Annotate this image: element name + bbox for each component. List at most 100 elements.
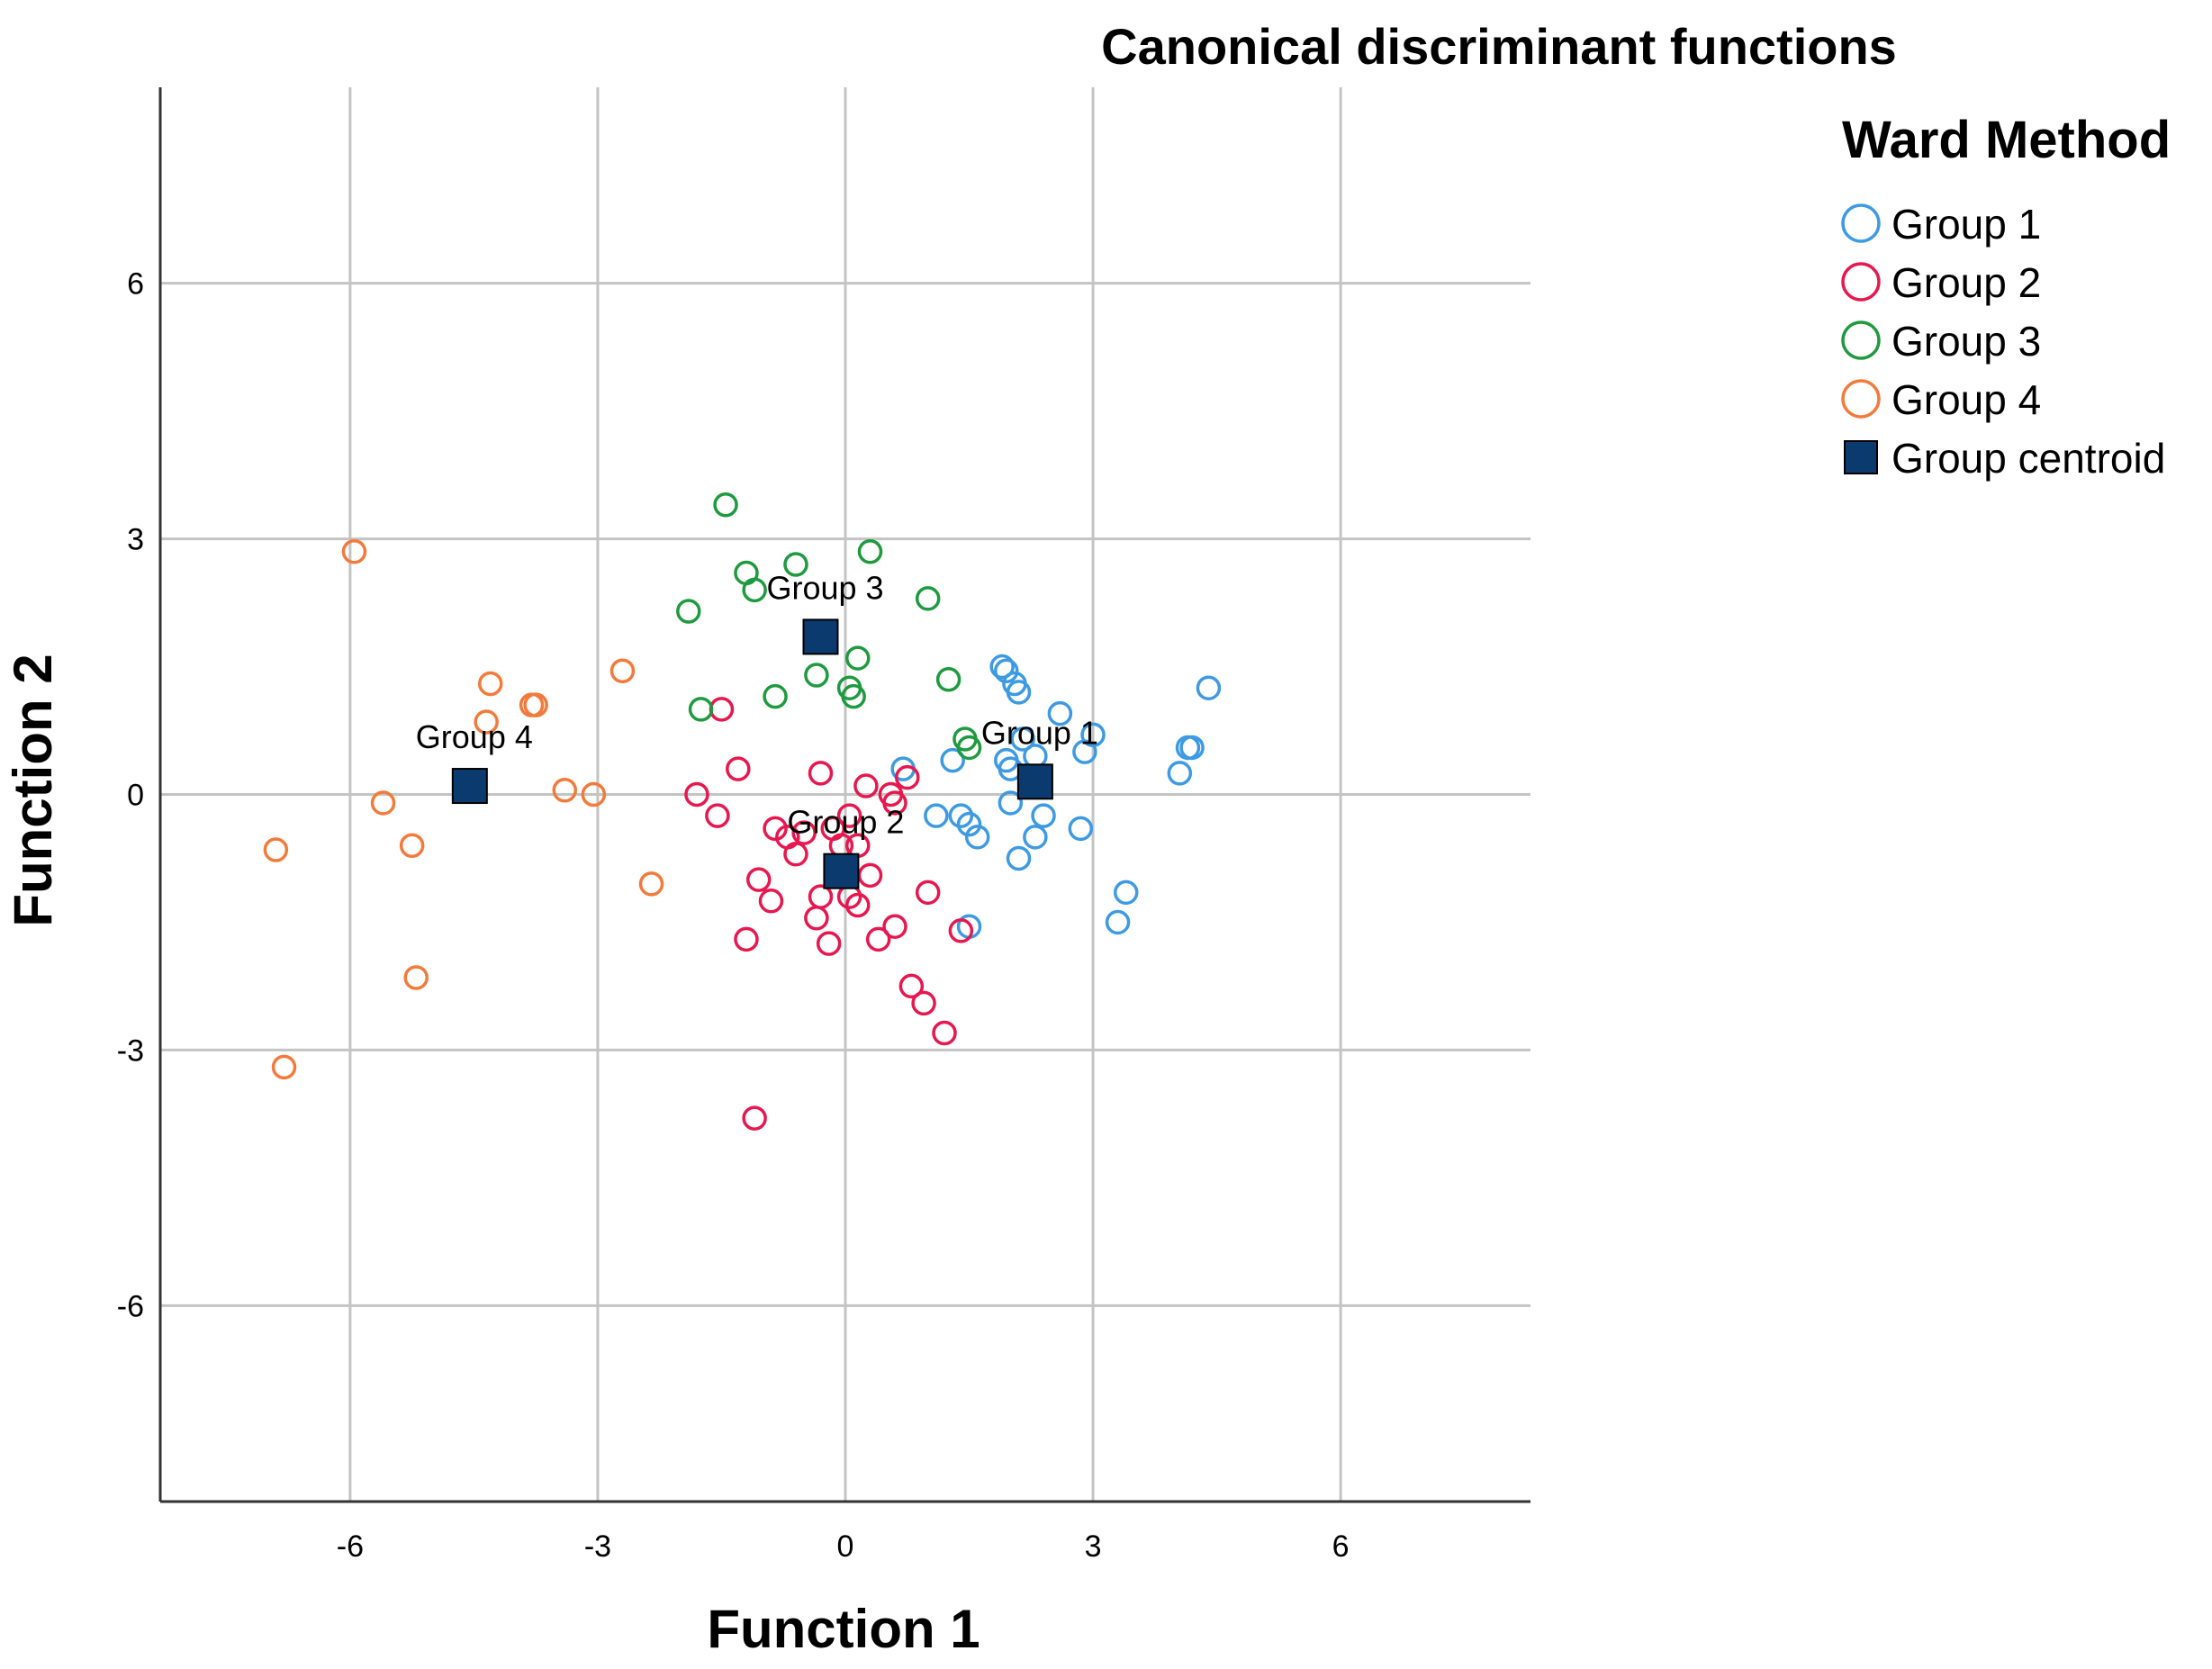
legend-swatch-circle [1841,320,1881,360]
series-group-4 [263,539,664,1080]
data-point [1023,825,1048,850]
data-point [1072,739,1097,764]
data-point [477,671,503,697]
data-point [956,811,982,837]
centroid-label: Group 3 [766,569,883,606]
data-point [791,820,817,845]
y-tick-label: 0 [127,779,144,813]
data-point [1047,700,1073,726]
data-point [763,683,788,709]
legend-swatch-circle [1841,262,1881,302]
data-point [804,905,829,931]
data-point [935,666,962,692]
legend-swatch-circle [1841,379,1881,419]
data-points [263,492,1222,1131]
data-point [1105,909,1131,935]
data-point [994,658,1019,684]
group-centroid-marker [1016,763,1053,800]
data-point [399,833,425,859]
data-point [742,577,767,603]
x-tick-label: 0 [837,1529,854,1564]
data-point [964,825,990,850]
series-group-1 [890,654,1222,939]
legend-title: Ward Method [1842,111,2171,169]
data-point [804,663,829,688]
data-point [816,931,842,956]
data-point [857,862,883,889]
data-point [726,756,751,781]
data-point [676,599,701,624]
data-point [609,658,636,684]
centroid-label: Group 1 [981,714,1098,751]
data-point [841,683,866,709]
legend-label: Group centroid [1891,435,2165,482]
y-tick-label: -6 [117,1289,144,1323]
data-point [882,914,907,939]
centroid-label: Group 2 [787,804,904,841]
legend-label: Group 4 [1891,376,2041,423]
series-group-2 [684,697,974,1131]
legend-swatch-circle [1841,203,1881,243]
data-point [783,552,808,577]
data-point [763,816,788,842]
data-point [734,926,759,952]
tick-labels: -6 -3 0 3 6 6 3 0 -3 -6 [117,267,1350,1564]
data-point [865,926,891,952]
centroid-label: Group 4 [416,718,533,755]
series-group-3 [676,492,982,761]
data-point [1010,726,1035,752]
data-point [523,692,548,717]
data-point [845,645,871,671]
legend: Ward Method Group 1 Group 2 Group 3 Group 4… [1841,111,2171,482]
data-point [924,803,949,828]
data-point [932,1020,957,1046]
y-tick-label: -3 [117,1033,144,1068]
data-point [403,965,429,990]
data-point [956,735,982,761]
x-tick-label: 6 [1332,1529,1350,1564]
data-point [370,790,396,816]
data-point [758,889,784,914]
data-point [948,918,974,943]
x-tick-label: -6 [337,1529,364,1564]
data-point [911,990,936,1016]
data-point [581,781,607,807]
y-tick-label: 6 [127,267,144,302]
data-point [713,492,738,518]
data-point [989,654,1015,680]
legend-item: Group 3 [1841,318,2041,365]
legend-label: Group 2 [1891,259,2041,306]
legend-item: Group 4 [1841,376,2041,423]
data-point [1167,761,1193,786]
data-point [898,973,925,999]
legend-label: Group 1 [1891,201,2041,248]
data-point [1113,880,1139,906]
x-tick-label: 3 [1085,1529,1102,1564]
data-point [783,841,808,867]
legend-item: Group centroid [1844,435,2165,482]
data-point [271,1054,297,1080]
data-point [882,790,907,816]
axes [158,87,1530,1503]
data-point [845,892,871,918]
data-point [857,539,883,564]
data-point [709,697,735,722]
group-centroid-marker [802,618,839,655]
data-point [998,790,1024,816]
centroid-markers: Group 1 Group 2 Group 3 Group 4 [416,569,1098,889]
x-axis-title: Function 1 [707,1599,980,1659]
data-point [940,747,965,773]
data-point [836,803,862,828]
data-point [1006,845,1032,871]
data-point [1175,735,1201,761]
data-point [745,867,772,892]
y-tick-label: 3 [127,523,144,557]
data-point [895,764,920,790]
data-point [552,778,578,803]
data-point [915,880,941,906]
legend-swatch-square [1844,440,1878,474]
group-centroid-marker [823,853,860,889]
data-point [948,803,974,828]
data-point [1068,816,1094,842]
